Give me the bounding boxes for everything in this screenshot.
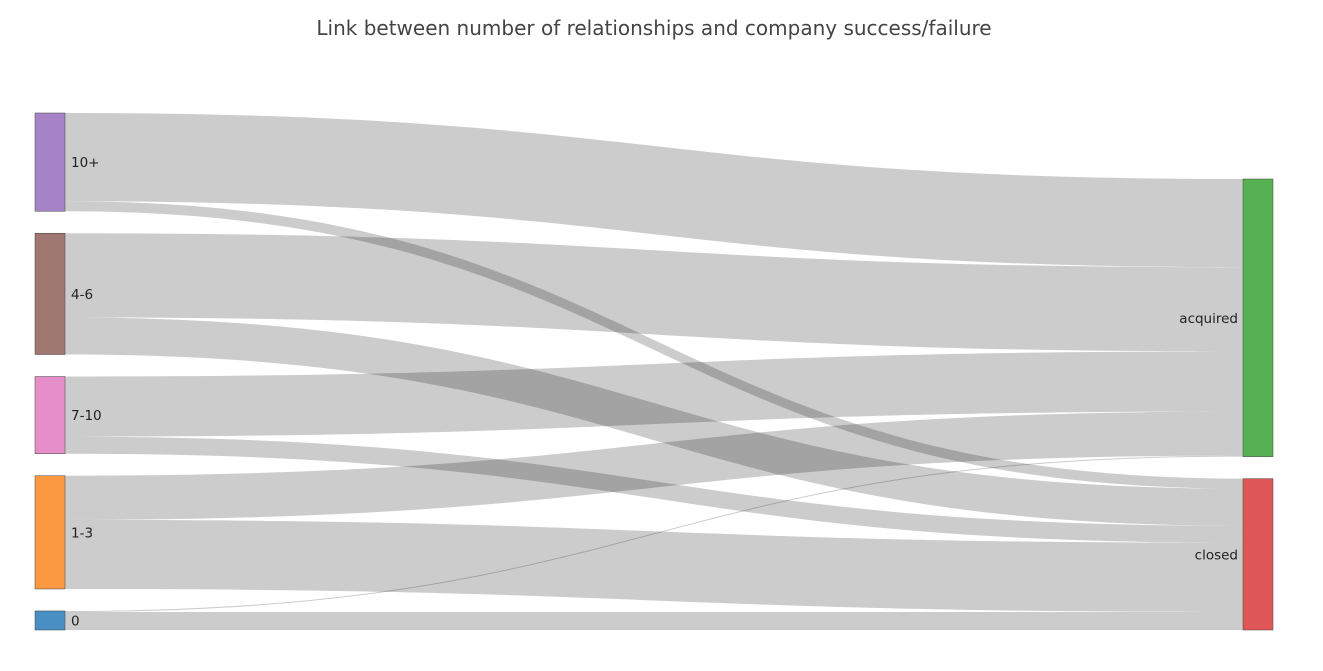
link-7-10-to-acquired[interactable] xyxy=(65,351,1243,437)
node-label-7-10: 7-10 xyxy=(71,408,102,424)
chart-title: Link between number of relationships and… xyxy=(316,16,992,40)
link-0-to-acquired[interactable] xyxy=(65,455,1243,612)
node-4-6[interactable] xyxy=(34,232,66,355)
nodes-layer xyxy=(34,112,1274,631)
link-4-6-to-acquired[interactable] xyxy=(65,233,1243,352)
links-layer xyxy=(65,113,1243,630)
link-1-3-to-closed[interactable] xyxy=(65,519,1243,612)
node-7-10[interactable] xyxy=(34,376,66,454)
node-label-10+: 10+ xyxy=(71,155,100,171)
node-label-acquired: acquired xyxy=(1179,311,1238,327)
node-acquired[interactable] xyxy=(1242,178,1274,457)
node-label-4-6: 4-6 xyxy=(71,287,93,303)
link-10+-to-closed[interactable] xyxy=(65,201,1243,489)
link-10+-to-acquired[interactable] xyxy=(65,113,1243,268)
node-label-closed: closed xyxy=(1195,547,1238,563)
node-10+[interactable] xyxy=(34,112,66,212)
node-label-1-3: 1-3 xyxy=(71,525,93,541)
node-label-0: 0 xyxy=(71,613,80,629)
node-closed[interactable] xyxy=(1242,478,1274,631)
link-7-10-to-closed[interactable] xyxy=(65,436,1243,543)
node-0[interactable] xyxy=(34,610,66,631)
link-1-3-to-acquired[interactable] xyxy=(65,411,1243,520)
link-4-6-to-closed[interactable] xyxy=(65,317,1243,526)
link-0-to-closed[interactable] xyxy=(65,611,1243,630)
labels-layer: 10+ 4-6 7-10 1-3 0 acquired closed xyxy=(71,155,1238,629)
node-1-3[interactable] xyxy=(34,475,66,590)
